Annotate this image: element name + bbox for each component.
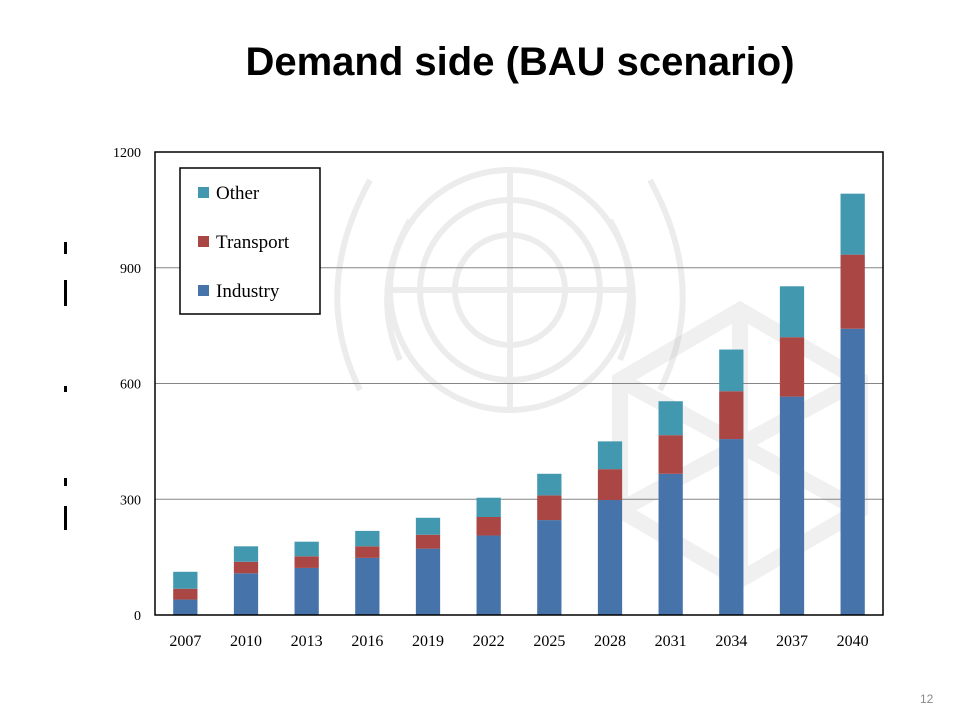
- bar-industry-2010: [233, 573, 259, 615]
- bar-other-2040: [840, 193, 865, 255]
- x-tick-label: 2028: [594, 633, 626, 650]
- bar-other-2022: [476, 497, 501, 517]
- bars: [173, 193, 865, 615]
- x-tick-label: 2034: [715, 633, 747, 650]
- bar-other-2013: [294, 541, 319, 557]
- bar-other-2037: [779, 286, 805, 338]
- bar-transport-2040: [840, 254, 865, 329]
- bar-other-2016: [355, 530, 380, 547]
- bar-industry-2016: [355, 557, 380, 615]
- x-tick-label: 2016: [351, 633, 383, 650]
- bar-transport-2031: [658, 435, 683, 474]
- plot-frame: [154, 151, 884, 616]
- x-tick-labels: 2007 2010 2013 2016 2019 2022 2025 2028 2031 2034…: [169, 633, 868, 650]
- x-tick-label: 2040: [837, 633, 869, 650]
- legend-label-other: Other: [216, 183, 260, 204]
- bar-transport-2034: [719, 391, 744, 440]
- y-tick-label: 600: [120, 378, 141, 393]
- x-tick-label: 2025: [533, 633, 565, 650]
- bar-transport-2013: [294, 556, 319, 568]
- un-emblem-watermark: [334, 167, 686, 413]
- bar-transport-2028: [597, 469, 623, 501]
- bar-industry-2007: [173, 599, 198, 615]
- x-tick-label: 2037: [776, 633, 808, 650]
- bar-other-2010: [233, 546, 259, 562]
- x-tick-label: 2022: [473, 633, 505, 650]
- bar-industry-2034: [719, 439, 744, 615]
- y-tick-label: 300: [120, 493, 141, 508]
- bar-transport-2007: [173, 588, 198, 600]
- x-tick-label: 2031: [655, 633, 687, 650]
- legend-swatch-transport: [198, 236, 209, 247]
- plot-area-border: [154, 151, 884, 616]
- legend-label-industry: Industry: [216, 281, 280, 302]
- bar-industry-2025: [537, 520, 562, 615]
- bar-transport-2022: [476, 516, 501, 536]
- y-tick-label: 1200: [113, 146, 141, 161]
- bar-transport-2019: [415, 534, 441, 549]
- x-tick-label: 2010: [230, 633, 262, 650]
- bar-other-2028: [597, 441, 623, 470]
- bar-other-2007: [173, 571, 198, 589]
- bar-industry-2019: [415, 548, 441, 615]
- x-tick-label: 2019: [412, 633, 444, 650]
- bar-industry-2037: [779, 396, 805, 615]
- bar-industry-2031: [658, 473, 683, 615]
- y-tick-labels: 0 300 600 900 1200: [113, 146, 141, 624]
- bar-industry-2040: [840, 328, 865, 615]
- bar-other-2034: [719, 349, 744, 392]
- bar-industry-2028: [597, 500, 623, 615]
- y-tick-label: 900: [120, 262, 141, 277]
- bar-industry-2013: [294, 567, 319, 615]
- page-number: 12: [920, 692, 934, 706]
- bar-other-2019: [415, 517, 441, 535]
- slide-title: Demand side (BAU scenario): [245, 40, 795, 84]
- bar-transport-2010: [233, 561, 259, 574]
- legend-swatch-other: [198, 187, 209, 198]
- legend-swatch-industry: [198, 285, 209, 296]
- cropped-axis-title-fragment: [64, 242, 67, 530]
- bar-industry-2022: [476, 535, 501, 615]
- legend: Other Transport Industry: [179, 167, 321, 315]
- y-tick-label: 0: [134, 609, 141, 624]
- x-tick-label: 2007: [169, 633, 201, 650]
- bar-other-2031: [658, 401, 683, 436]
- legend-label-transport: Transport: [216, 232, 290, 253]
- bar-transport-2037: [779, 337, 805, 397]
- bar-transport-2025: [537, 495, 562, 521]
- bar-transport-2016: [355, 546, 380, 558]
- bar-other-2025: [537, 473, 562, 496]
- x-tick-label: 2013: [291, 633, 323, 650]
